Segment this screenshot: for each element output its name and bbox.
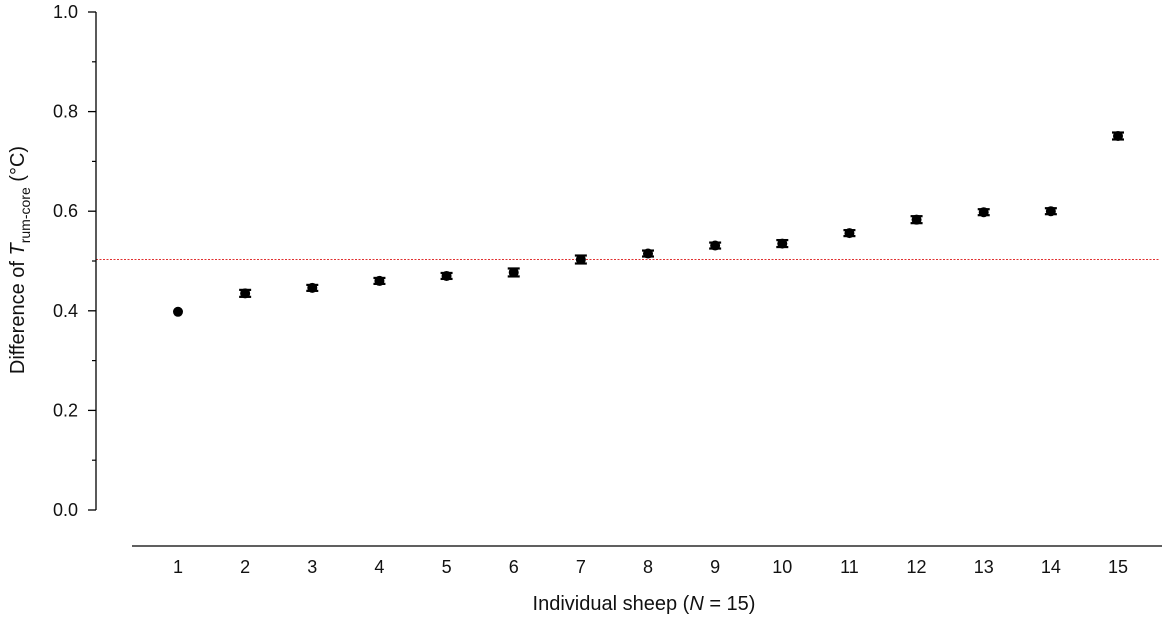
x-tick-label: 15 xyxy=(1108,557,1128,577)
y-tick-label: 0.6 xyxy=(53,201,78,221)
x-tick-label: 11 xyxy=(840,557,859,577)
data-point xyxy=(575,254,586,265)
data-point xyxy=(643,248,653,259)
y-tick-label: 0.0 xyxy=(53,500,78,520)
x-tick-label: 1 xyxy=(173,557,183,577)
y-axis-title-italic: T xyxy=(7,241,29,255)
data-point xyxy=(240,288,251,299)
data-point xyxy=(911,214,922,225)
data-point xyxy=(978,207,989,218)
data-point xyxy=(844,228,855,239)
x-tick-label: 14 xyxy=(1041,557,1061,577)
data-point xyxy=(441,270,452,281)
axes-layer xyxy=(95,12,1162,547)
data-point xyxy=(1113,131,1123,142)
x-axis-title-prefix: Individual sheep ( xyxy=(533,593,690,615)
y-axis-title: Difference of Trum-core (°C) xyxy=(7,146,33,374)
data-point xyxy=(173,306,183,317)
x-tick-label: 8 xyxy=(643,557,653,577)
data-points xyxy=(173,131,1124,317)
y-tick-label: 0.2 xyxy=(53,400,78,420)
y-tick-label: 0.8 xyxy=(53,102,78,122)
y-axis-title-suffix: (°C) xyxy=(7,146,29,187)
data-point xyxy=(307,282,318,293)
x-tick-label: 2 xyxy=(240,557,250,577)
x-tick-label: 6 xyxy=(509,557,519,577)
y-ticks: 0.0 0.2 0.4 0.6 0.8 1.0 xyxy=(53,2,96,520)
x-tick-label: 13 xyxy=(974,557,994,577)
data-point xyxy=(1045,206,1056,217)
x-tick-label: 4 xyxy=(374,557,384,577)
x-axis-title-italic: N xyxy=(689,593,704,615)
x-tick-label: 9 xyxy=(710,557,720,577)
x-axis-title-suffix: = 15) xyxy=(704,593,756,615)
x-tick-label: 5 xyxy=(442,557,452,577)
y-axis-title-subscript: rum-core xyxy=(17,187,33,243)
y-tick-label: 0.4 xyxy=(53,301,78,321)
x-tick-label: 12 xyxy=(907,557,927,577)
data-point xyxy=(508,267,519,278)
data-point xyxy=(777,238,788,249)
data-point xyxy=(374,275,385,286)
x-tick-label: 10 xyxy=(772,557,792,577)
data-point xyxy=(710,240,721,251)
x-axis-title: Individual sheep (N = 15) xyxy=(533,593,756,615)
x-tick-label: 3 xyxy=(307,557,317,577)
y-axis-title-prefix: Difference of xyxy=(7,255,29,374)
y-tick-label: 1.0 xyxy=(53,2,78,22)
x-tick-label: 7 xyxy=(576,557,586,577)
x-ticks: 1 2 3 4 5 6 7 8 9 10 11 12 13 14 15 xyxy=(173,557,1128,577)
